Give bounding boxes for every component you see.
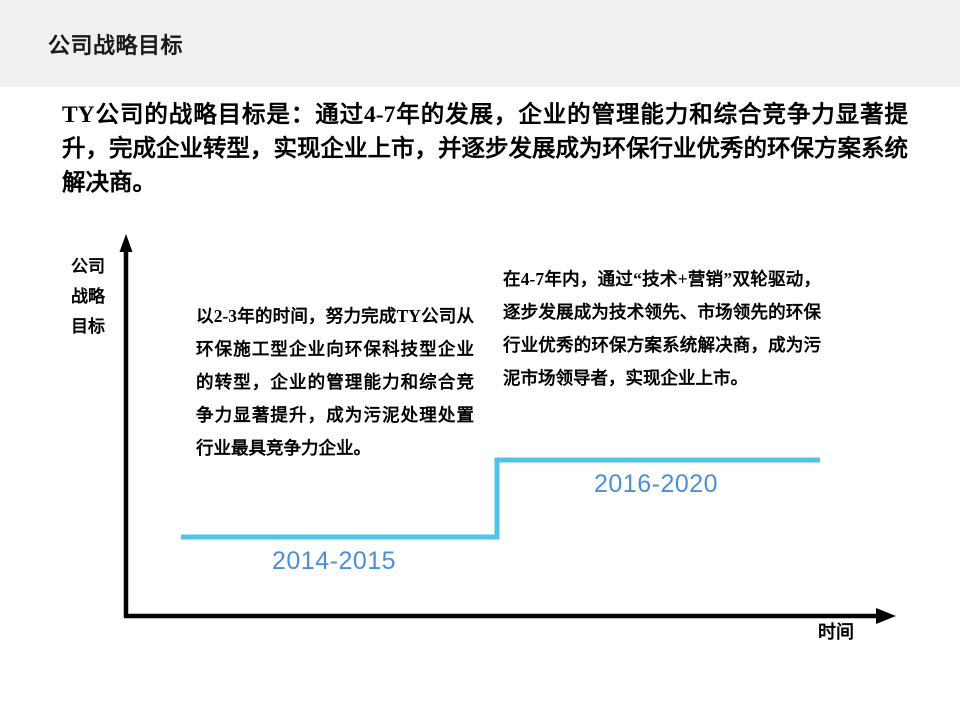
slide-header-band bbox=[0, 0, 960, 87]
step-line bbox=[181, 457, 820, 540]
y-axis bbox=[119, 234, 133, 617]
x-axis bbox=[124, 608, 896, 624]
phase-2-period-label: 2016-2020 bbox=[594, 470, 719, 498]
phase-2-description: 在4-7年内，通过“技术+营销”双轮驱动，逐步发展成为技术领先、市场领先的环保行… bbox=[503, 269, 821, 388]
y-axis-label-line-1: 公司 bbox=[71, 257, 105, 276]
phase-1-description: 以2-3年的时间，努力完成TY公司从环保施工型企业向环保科技型企业的转型，企业的… bbox=[196, 306, 474, 458]
x-axis-label: 时间 bbox=[818, 622, 854, 642]
y-axis-label-line-3: 目标 bbox=[71, 317, 105, 336]
phase-1-period-label: 2014-2015 bbox=[272, 547, 397, 575]
y-axis-label-line-2: 战略 bbox=[71, 287, 105, 306]
x-axis-arrow-icon bbox=[876, 608, 896, 624]
strategy-summary-paragraph: TY公司的战略目标是：通过4-7年的发展，企业的管理能力和综合竞争力显著提升，完… bbox=[62, 102, 908, 196]
page-title: 公司战略目标 bbox=[48, 33, 184, 58]
y-axis-label: 公司 战略 目标 bbox=[60, 252, 116, 342]
y-axis-arrow-icon bbox=[119, 234, 133, 252]
